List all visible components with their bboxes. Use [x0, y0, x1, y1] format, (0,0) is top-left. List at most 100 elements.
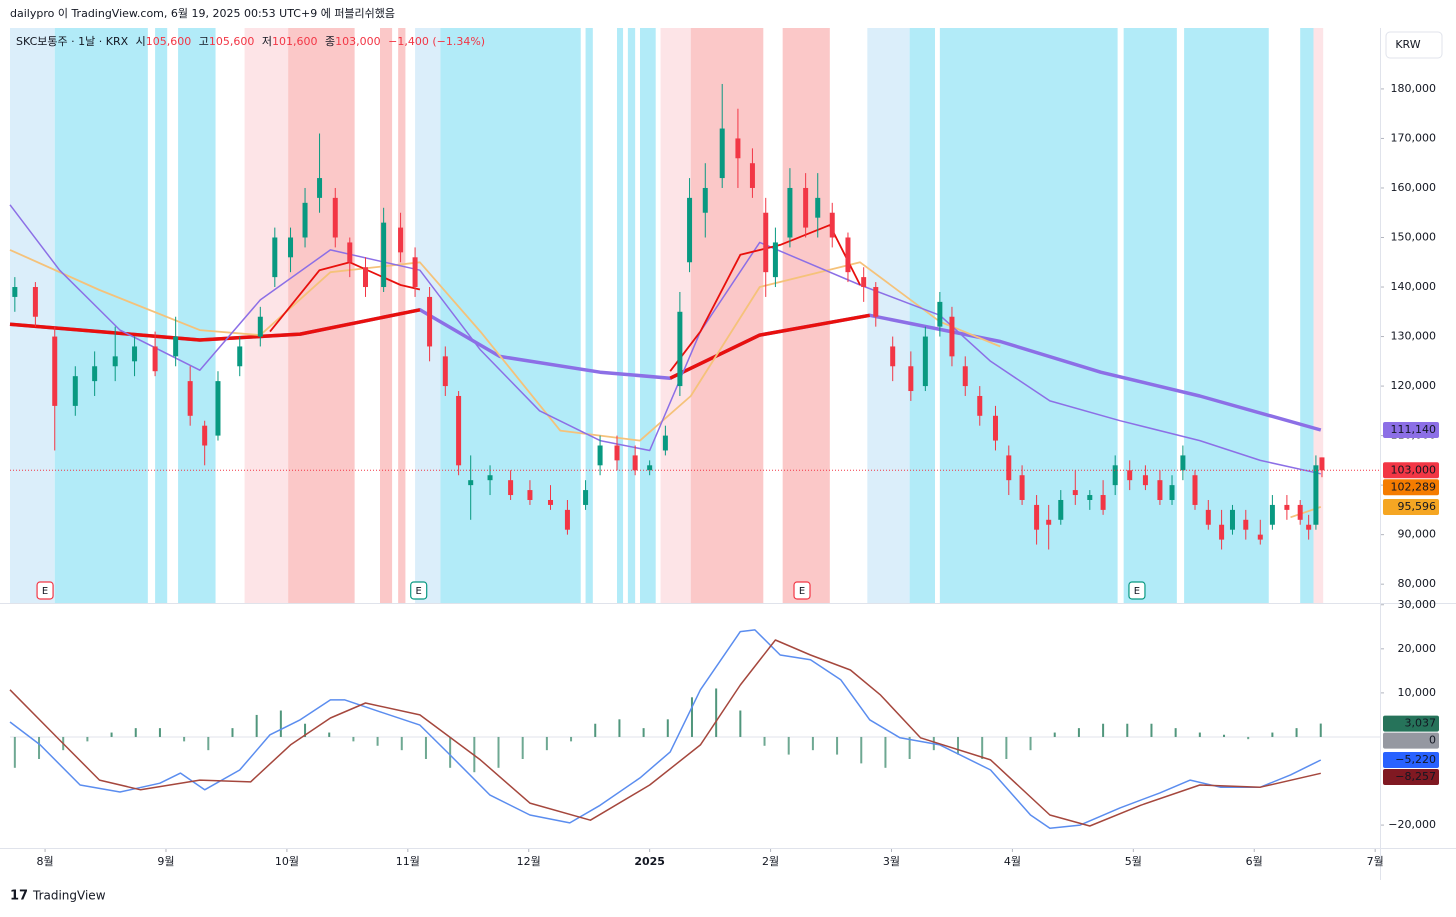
histogram-bar	[981, 736, 984, 759]
histogram-bar	[1295, 728, 1298, 737]
candle-body	[1100, 495, 1106, 510]
candle-body	[1112, 465, 1118, 486]
candle-body	[677, 311, 683, 387]
earnings-label: E	[42, 586, 48, 597]
candle-body	[1192, 475, 1198, 505]
candle-body	[347, 242, 353, 263]
legend-change: −1,400 (−1.34%)	[388, 35, 485, 48]
candle-body	[962, 366, 968, 387]
histogram-bar	[836, 736, 839, 755]
price-label-box	[1383, 462, 1439, 479]
earnings-marker[interactable]	[793, 581, 811, 600]
candle-body	[12, 287, 18, 297]
session-band	[627, 28, 636, 603]
legend-symbol: SKC보통주 · 1날 · KRX	[16, 35, 129, 48]
y-tick-label: 180,000	[1391, 82, 1437, 95]
earnings-marker[interactable]	[1128, 581, 1146, 600]
histogram-bar	[376, 736, 379, 746]
candle-body	[1284, 504, 1290, 510]
candle-body	[1006, 455, 1012, 481]
session-band	[178, 28, 216, 603]
legend-close: 103,000	[335, 35, 381, 48]
y-tick-label: 10,000	[1398, 686, 1437, 699]
x-tick-label: 5월	[1125, 855, 1142, 868]
histogram-bar	[1271, 732, 1274, 737]
price-label-box	[1383, 768, 1439, 785]
price-label: 3,037	[1405, 717, 1437, 730]
session-band	[690, 28, 764, 603]
histogram-bar	[1198, 732, 1201, 737]
moving-average	[9, 308, 871, 380]
candle-body	[815, 197, 821, 218]
histogram-bar	[400, 736, 403, 751]
y-tick-label: 30,000	[1398, 598, 1437, 611]
candle-body	[112, 356, 118, 367]
x-tick-label: 7월	[1367, 855, 1384, 868]
candle-body	[845, 237, 851, 273]
publish-header: dailypro 이 TradingView.com, 6월 19, 2025 …	[10, 7, 395, 20]
candle-body	[527, 490, 533, 500]
macd-line	[9, 629, 1322, 829]
candle-body	[237, 346, 243, 367]
candle-body	[662, 435, 668, 451]
earnings-marker[interactable]	[36, 581, 54, 600]
candle-body	[132, 346, 138, 362]
candle-body	[949, 316, 955, 357]
candle-body	[52, 336, 58, 406]
legend-high-label: 고	[199, 35, 209, 48]
currency[interactable]: KRW	[1395, 38, 1420, 51]
y-tick-label: 130,000	[1391, 330, 1437, 343]
candle-body	[257, 316, 263, 337]
currency-button[interactable]	[1385, 31, 1443, 59]
candle-body	[597, 445, 603, 466]
legend-high: 105,600	[209, 35, 255, 48]
candle-body	[749, 163, 755, 188]
session-band	[440, 28, 581, 603]
candle-body	[1297, 504, 1303, 520]
candle-body	[215, 381, 221, 436]
session-band	[1313, 28, 1324, 603]
price-label: 103,000	[1391, 463, 1437, 476]
earnings-label: E	[1134, 586, 1140, 597]
candle-body	[173, 336, 179, 357]
footer-logo: 17 TradingView	[10, 889, 106, 904]
session-band	[10, 28, 55, 603]
price-label: 111,140	[1391, 423, 1437, 436]
histogram-bar	[545, 736, 548, 751]
legend-low-label: 저	[262, 35, 272, 48]
histogram-bar	[183, 736, 186, 742]
candle-body	[908, 366, 914, 392]
price-label-box	[1383, 715, 1439, 732]
histogram-bar	[279, 710, 282, 737]
histogram-bar	[449, 736, 452, 768]
earnings-marker[interactable]	[410, 581, 428, 600]
candle-body	[32, 287, 38, 317]
candle-body	[937, 301, 943, 327]
candle-body	[1306, 524, 1312, 530]
histogram-bar	[763, 736, 766, 746]
y-tick-label: 160,000	[1391, 181, 1437, 194]
price-label-box	[1383, 479, 1439, 496]
candle-body	[1046, 519, 1052, 525]
candle-body	[381, 222, 387, 288]
histogram-bar	[690, 697, 693, 737]
earnings-label: E	[799, 586, 805, 597]
candle-body	[803, 187, 809, 228]
candle-body	[564, 509, 570, 530]
histogram-bar	[424, 736, 427, 759]
x-tick-label: 3월	[883, 855, 900, 868]
footer-text: TradingView	[32, 889, 106, 903]
session-band	[660, 28, 691, 603]
legend-open-label: 시	[136, 35, 146, 48]
histogram-bar	[1053, 732, 1056, 737]
price-label-box	[1383, 732, 1439, 749]
histogram-bar	[352, 736, 355, 742]
histogram-bar	[134, 728, 137, 737]
histogram-bar	[497, 736, 500, 768]
histogram-bar	[594, 723, 597, 737]
legend: SKC보통주 · 1날 · KRX 시105,600 고105,600 저101…	[16, 35, 485, 48]
histogram-bar	[715, 688, 718, 737]
candle-body	[922, 336, 928, 387]
